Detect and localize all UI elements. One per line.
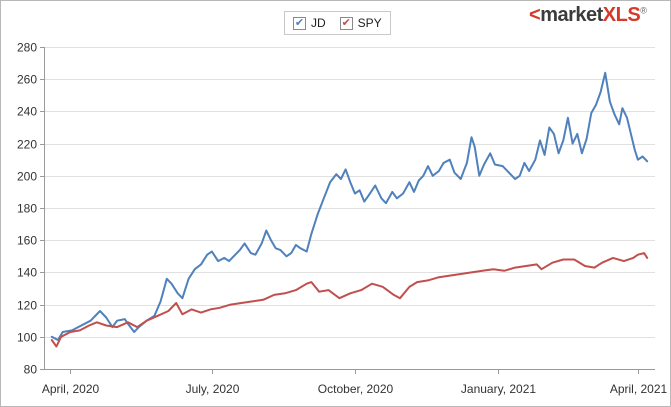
jd-checkbox-icon[interactable]: ✔ [293,16,306,30]
y-tick-label-100: 100 [17,331,37,345]
x-tick-label-4: April, 2021 [610,382,668,396]
legend-item-jd[interactable]: ✔ JD [293,16,326,30]
series-line-spy [50,252,649,348]
y-tick-label-180: 180 [17,202,37,216]
series-line-jd [50,71,649,341]
logo-registered-mark: ® [640,5,647,16]
legend: ✔ JD ✔ SPY [284,11,391,35]
spy-checkbox-icon[interactable]: ✔ [339,16,353,30]
x-tick-label-3: January, 2021 [461,382,536,396]
y-tick-label-240: 240 [17,105,37,119]
y-tick-label-120: 120 [17,299,37,313]
marketxls-logo: <marketXLS® [529,4,647,27]
y-tick-label-220: 220 [17,138,37,152]
logo-word: market [540,4,603,26]
y-tick-label-140: 140 [17,266,37,280]
y-tick-label-80: 80 [24,363,38,377]
x-tick-label-2: October, 2020 [318,382,394,396]
logo-bracket: < [529,4,541,26]
legend-item-spy[interactable]: ✔ SPY [339,16,382,30]
y-tick-label-160: 160 [17,234,37,248]
y-tick-label-200: 200 [17,170,37,184]
x-tick-label-1: July, 2020 [186,382,240,396]
legend-label-spy: SPY [357,16,382,30]
y-tick-label-280: 280 [17,41,37,55]
legend-label-jd: JD [311,16,326,30]
y-tick-label-260: 260 [17,73,37,87]
x-tick-label-0: April, 2020 [42,382,100,396]
logo-xls: XLS [602,4,641,26]
